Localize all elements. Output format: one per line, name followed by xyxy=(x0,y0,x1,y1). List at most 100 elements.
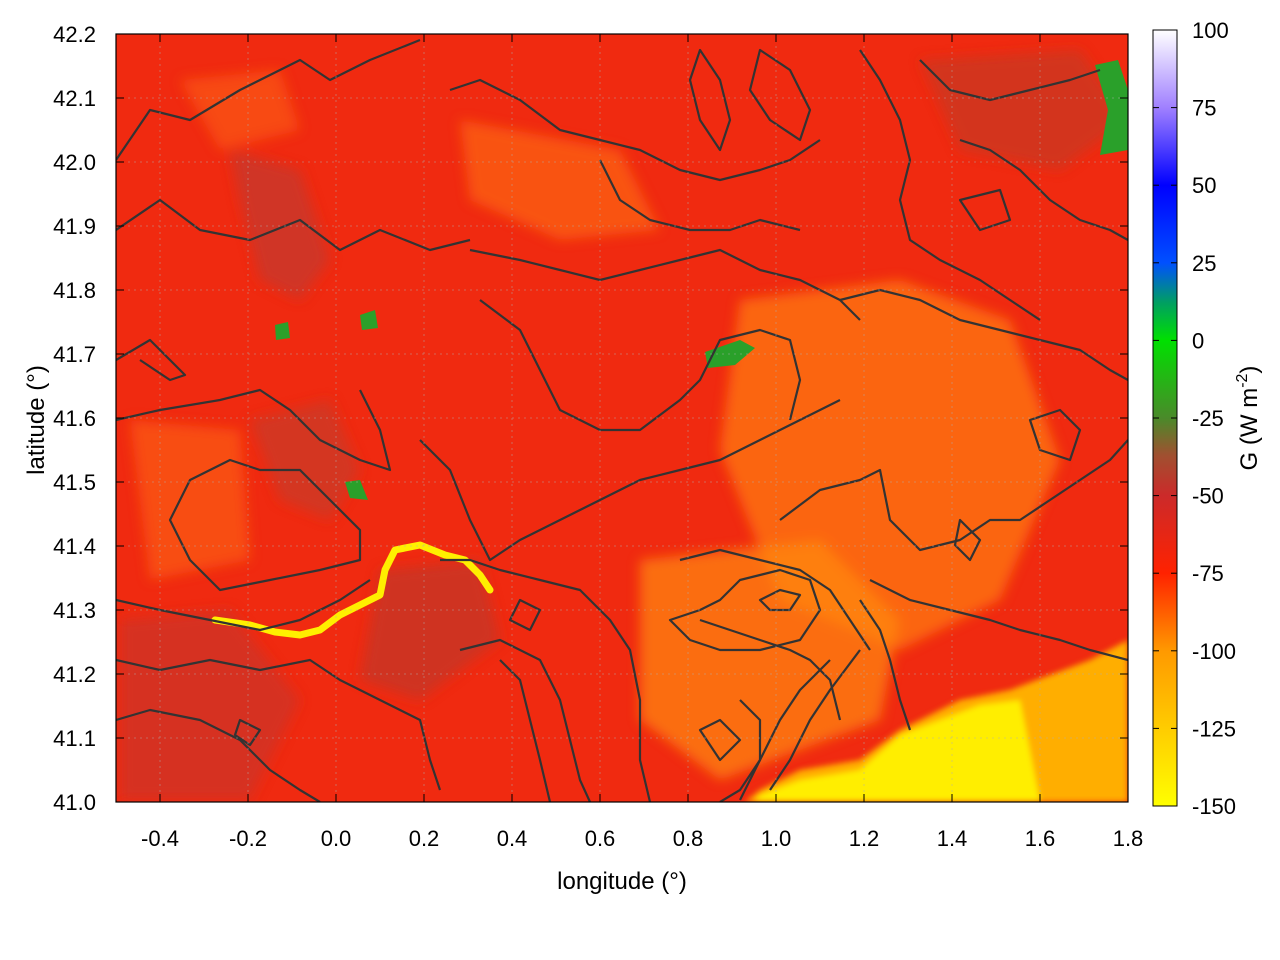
contour-line xyxy=(779,439,1128,552)
colorbar-tick-label: -75 xyxy=(1192,561,1224,586)
x-tick-label: 1.0 xyxy=(761,826,792,851)
contour-line xyxy=(449,78,821,182)
contour-line xyxy=(599,159,801,232)
x-tick-label: 1.8 xyxy=(1113,826,1144,851)
colorbar-tick-label: 100 xyxy=(1192,18,1229,43)
x-axis: -0.4 -0.2 0.0 0.2 0.4 0.6 0.8 1.0 1.2 1.4 1.6 1.8 xyxy=(141,34,1143,851)
y-tick-label: 41.9 xyxy=(53,214,96,239)
heatmap-region-sea-yellow xyxy=(755,700,1040,802)
heatmap-green-patch xyxy=(360,310,378,330)
colorbar-tick-label: 75 xyxy=(1192,96,1216,121)
x-axis-label: longitude (°) xyxy=(557,868,687,895)
heatmap-region-orange-nw xyxy=(180,70,300,150)
contour-line xyxy=(679,548,871,651)
x-tick-label: 0.2 xyxy=(409,826,440,851)
colorbar-tick-label: 50 xyxy=(1192,173,1216,198)
x-tick-label: 0.8 xyxy=(673,826,704,851)
contour-line xyxy=(839,288,1128,381)
y-tick-label: 41.1 xyxy=(53,726,96,751)
y-tick-label: 41.8 xyxy=(53,278,96,303)
contour-line xyxy=(116,338,187,382)
y-tick-label: 41.0 xyxy=(53,790,96,815)
heatmap-green-patch xyxy=(275,322,290,340)
colorbar-label: G (W m-2) xyxy=(1234,366,1263,471)
y-axis-label: latitude (°) xyxy=(23,365,50,475)
colorbar-tick-label: -50 xyxy=(1192,484,1224,509)
colorbar-ticks: 100 75 50 25 0 -25 -50 -75 -100 -125 -150 xyxy=(1153,18,1236,819)
y-axis: 41.0 41.1 41.2 41.3 41.4 41.5 41.6 41.7 41.8 41.9… xyxy=(53,22,1128,815)
colorbar-tick-label: 0 xyxy=(1192,328,1204,353)
heatmap-region-darkred-se xyxy=(120,610,300,800)
heatmap-green-patches xyxy=(275,60,1128,500)
heatmap-green-patch xyxy=(1095,60,1128,155)
contour-line xyxy=(116,198,471,252)
heatmap-green-patch xyxy=(345,480,368,500)
colorbar-tick-label: -150 xyxy=(1192,794,1236,819)
y-tick-label: 42.2 xyxy=(53,22,96,47)
contour-line xyxy=(698,718,742,762)
contour-line xyxy=(116,388,392,472)
x-tick-label: -0.4 xyxy=(141,826,179,851)
x-tick-label: 0.0 xyxy=(321,826,352,851)
heatmap-region-darkred-center xyxy=(250,400,360,520)
contour-line xyxy=(499,659,552,802)
contour-line xyxy=(459,638,592,802)
y-tick-label: 41.7 xyxy=(53,342,96,367)
contour-line xyxy=(869,579,1128,662)
contour-line xyxy=(748,48,812,142)
y-tick-label: 41.3 xyxy=(53,598,96,623)
x-tick-label: 1.4 xyxy=(937,826,968,851)
contour-line xyxy=(1028,408,1082,462)
heatmap-region-orange-se xyxy=(640,540,900,780)
contour-line xyxy=(168,458,362,592)
x-tick-label: 1.2 xyxy=(849,826,880,851)
contour-line xyxy=(668,568,822,652)
x-tick-label: 1.6 xyxy=(1025,826,1056,851)
contour-line xyxy=(859,49,1041,321)
contour-line xyxy=(699,618,842,721)
heatmap-region-orange-north xyxy=(460,120,660,240)
contour-line xyxy=(508,598,542,632)
contour-line xyxy=(233,718,262,747)
colorbar-tick-label: 25 xyxy=(1192,251,1216,276)
x-tick-label: 0.6 xyxy=(585,826,616,851)
y-tick-label: 41.6 xyxy=(53,406,96,431)
contour-line xyxy=(953,518,982,562)
y-tick-label: 41.4 xyxy=(53,534,96,559)
contour-line xyxy=(758,588,802,612)
y-tick-label: 41.2 xyxy=(53,662,96,687)
contour-line xyxy=(116,38,421,161)
contour-line xyxy=(859,599,912,731)
contour-line xyxy=(959,138,1128,241)
colorbar-tick-label: -25 xyxy=(1192,406,1224,431)
y-tick-label: 41.5 xyxy=(53,470,96,495)
heatmap-region-darkred-ne xyxy=(920,50,1128,170)
x-tick-label: -0.2 xyxy=(229,826,267,851)
contour-line xyxy=(769,649,861,791)
heatmap-region-darkred-west xyxy=(230,150,330,300)
contour-line xyxy=(116,658,442,791)
heatmap-region-sea-orange xyxy=(745,640,1128,802)
contour-line xyxy=(116,708,321,802)
heatmap-river-streak xyxy=(211,541,494,639)
heatmap-region-orange-west xyxy=(130,420,250,580)
y-tick-label: 42.1 xyxy=(53,86,96,111)
contour-line xyxy=(958,188,1012,232)
contour-line xyxy=(469,248,861,321)
contour-lines xyxy=(116,38,1128,802)
colorbar-label-text: G (W m xyxy=(1236,388,1263,471)
x-tick-label: 0.4 xyxy=(497,826,528,851)
colorbar-label-superscript: -2 xyxy=(1234,373,1251,387)
colorbar-label-close: ) xyxy=(1236,366,1263,374)
contour-line xyxy=(688,48,732,152)
colorbar-tick-label: -125 xyxy=(1192,716,1236,741)
contour-line xyxy=(739,659,831,801)
y-tick-label: 42.0 xyxy=(53,150,96,175)
colorbar-tick-label: -100 xyxy=(1192,639,1236,664)
contour-line xyxy=(419,399,841,562)
contour-line xyxy=(479,299,802,432)
heatmap-region-darkred-south xyxy=(360,560,500,700)
contour-line xyxy=(440,558,652,802)
contour-line xyxy=(919,59,1101,102)
